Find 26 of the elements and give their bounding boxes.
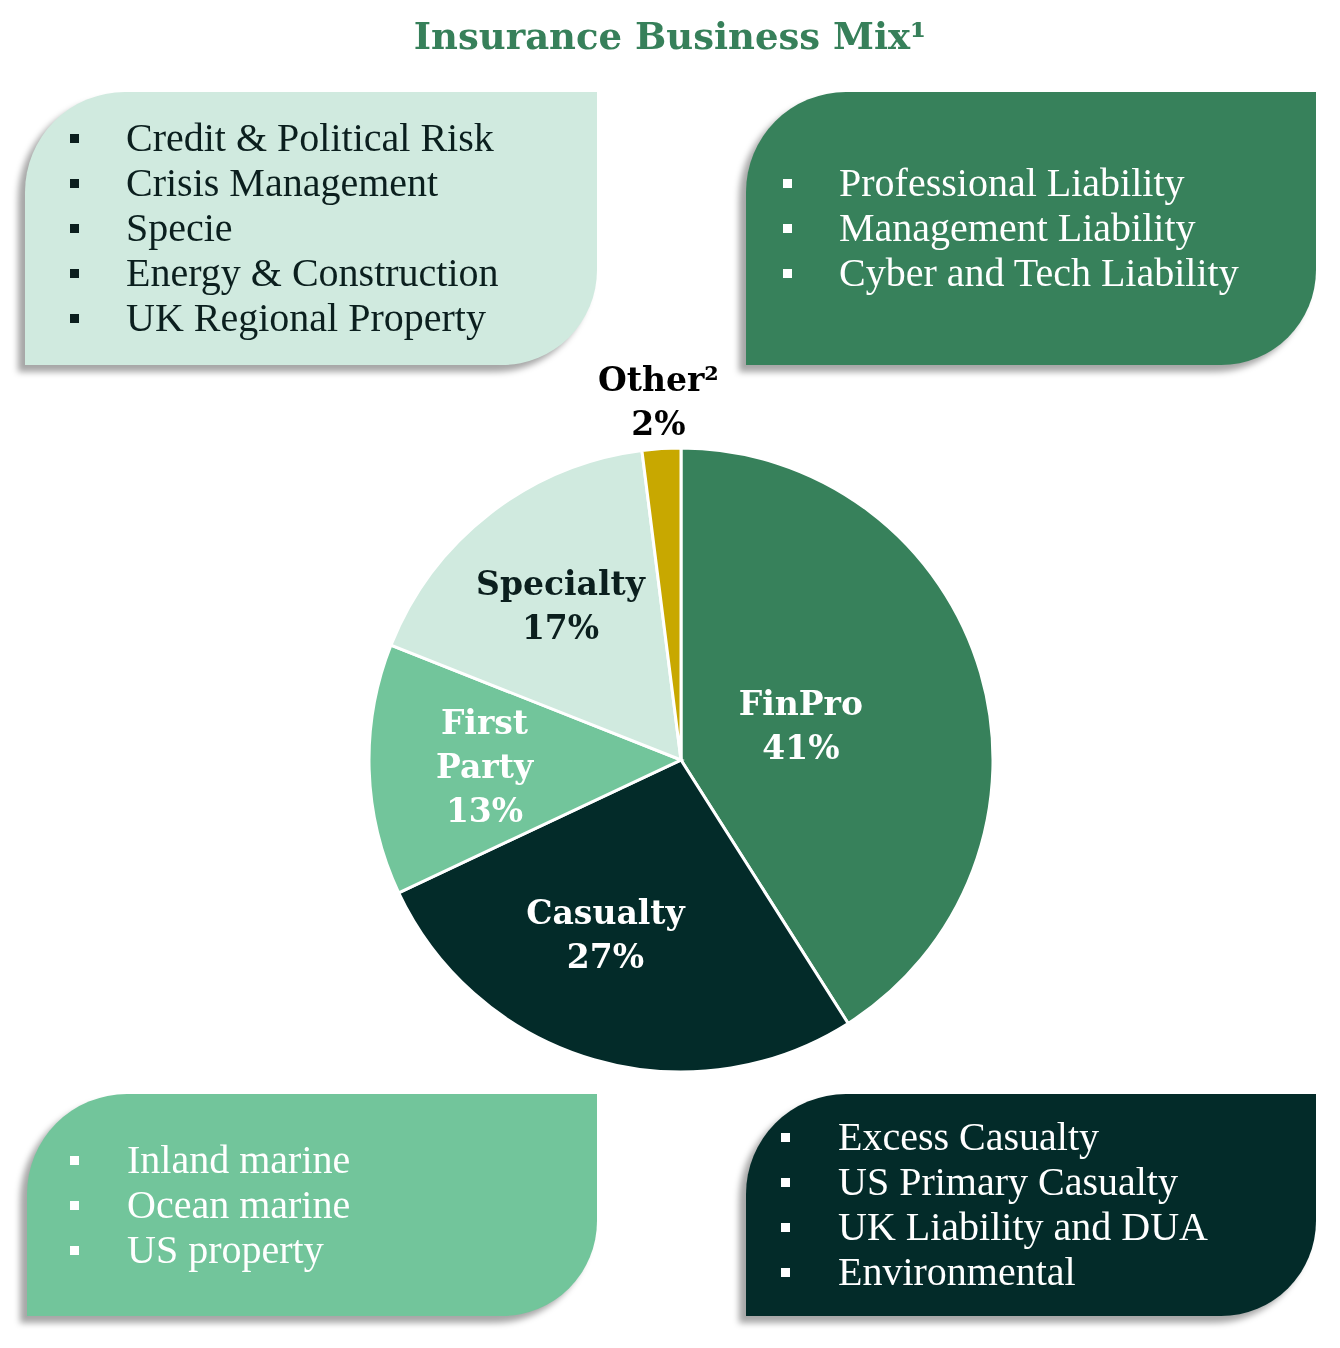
slice-label: FinPro xyxy=(738,684,863,724)
text: Credit & Political Risk xyxy=(126,115,494,160)
slice-label: Other² xyxy=(597,359,719,399)
slice-label: Specialty xyxy=(476,563,646,603)
data-label: 27% xyxy=(566,936,645,976)
text: Energy & Construction xyxy=(126,250,499,295)
slice-label: Casualty xyxy=(526,892,686,932)
chart-title: Insurance Business Mix¹ xyxy=(412,13,928,59)
text: Management Liability xyxy=(839,205,1196,250)
data-label: 2% xyxy=(631,403,686,443)
text: US Primary Casualty xyxy=(838,1159,1178,1204)
text: Crisis Management xyxy=(126,160,439,205)
data-label: 13% xyxy=(445,791,524,831)
text: Ocean marine xyxy=(127,1181,351,1227)
data-label: 41% xyxy=(762,728,840,768)
data-label: 17% xyxy=(521,607,600,647)
text: Cyber and Tech Liability xyxy=(839,250,1239,295)
text: US property xyxy=(127,1226,324,1272)
text: UK Liability and DUA xyxy=(838,1204,1208,1249)
text: UK Regional Property xyxy=(126,295,486,340)
slice-label: First Party xyxy=(435,703,534,787)
text: Environmental xyxy=(838,1249,1076,1294)
text: Inland marine xyxy=(127,1136,351,1182)
text: Excess Casualty xyxy=(838,1114,1100,1159)
text: Professional Liability xyxy=(839,160,1185,205)
text: Specie xyxy=(126,205,233,250)
